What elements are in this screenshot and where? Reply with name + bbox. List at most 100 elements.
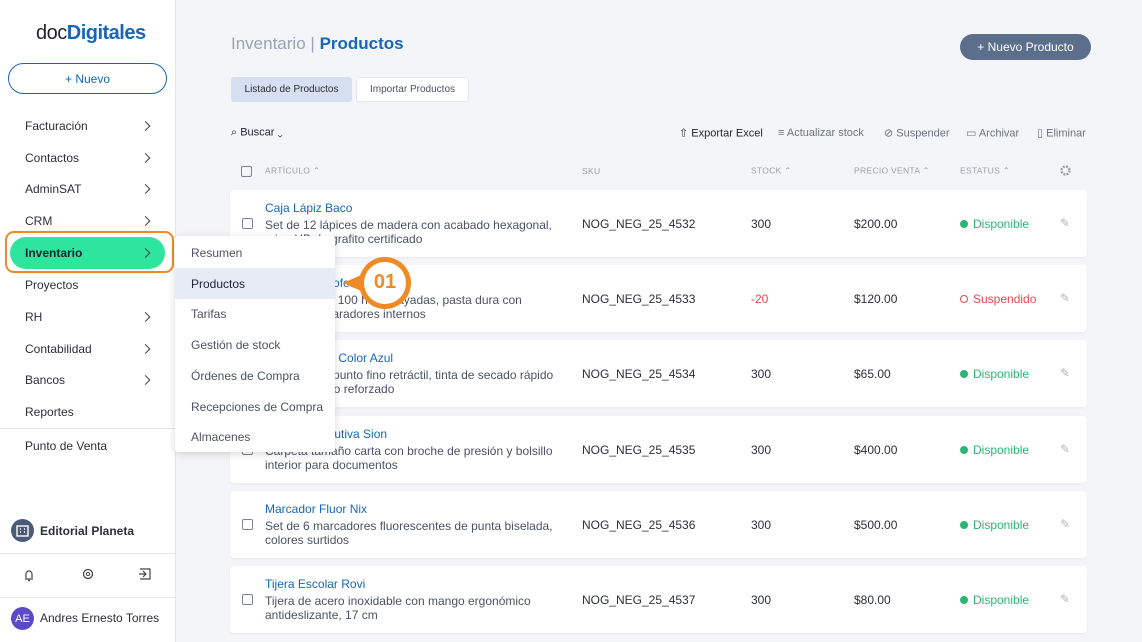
menu-item[interactable]: RH	[25, 310, 43, 324]
breadcrumb-section: Inventario	[231, 34, 306, 53]
new-product-button[interactable]: + Nuevo Producto	[960, 34, 1091, 60]
submenu-item[interactable]: Tarifas	[191, 307, 227, 322]
stock: 300	[751, 217, 772, 231]
status: Suspendido	[960, 292, 1036, 306]
submenu-item[interactable]: Recepciones de Compra	[191, 399, 324, 414]
search[interactable]: ⌕ Buscar ⌄	[231, 126, 283, 139]
status-label: Disponible	[973, 442, 1030, 457]
stock: 300	[751, 442, 772, 457]
column-header: SKU	[582, 166, 600, 176]
table-row: Marcador Fluor Nix Set de 6 marcadores fl…	[230, 490, 1087, 558]
menu-item[interactable]: Bancos	[25, 373, 66, 387]
avatar[interactable]: AE	[11, 607, 34, 630]
price: $400.00	[854, 442, 898, 457]
submenu	[175, 236, 335, 452]
column-header[interactable]: PRECIO VENTA ⌃	[854, 165, 930, 176]
table-row: Tijera Escolar Rovi Tijera de acero inoxi…	[230, 566, 1087, 633]
submenu-item[interactable]: Productos	[191, 276, 246, 291]
toolbar-action[interactable]: ▭ Archivar	[966, 127, 1020, 140]
status-dot	[960, 596, 968, 604]
toolbar-action[interactable]: ⇧ Exportar Excel	[679, 127, 763, 140]
row-checkbox[interactable]	[242, 218, 253, 229]
company-icon	[11, 519, 34, 542]
menu-item[interactable]: AdminSAT	[25, 182, 82, 196]
submenu-item[interactable]: Gestión de stock	[191, 338, 281, 353]
submenu-item[interactable]: Almacenes	[191, 430, 251, 445]
product-name[interactable]: Caja Lápiz Baco	[265, 201, 353, 215]
toolbar-action-label: Eliminar	[1046, 127, 1086, 140]
column-label: PRECIO VENTA	[854, 165, 920, 176]
logo-brand: Digitales	[66, 22, 146, 44]
new-button[interactable]: + Nuevo	[8, 63, 167, 94]
status-dot	[960, 220, 968, 228]
column-header[interactable]: ESTATUS ⌃	[960, 165, 1011, 176]
row-checkbox[interactable]	[242, 518, 253, 530]
settings-icon[interactable]	[1059, 164, 1072, 177]
edit-icon[interactable]: ✎	[1060, 441, 1071, 456]
status: Disponible	[960, 217, 1029, 231]
menu-item[interactable]: Punto de Venta	[25, 439, 108, 453]
menu-item[interactable]: Facturación	[25, 119, 88, 133]
menu-item[interactable]: Contabilidad	[25, 342, 92, 356]
column-header[interactable]: STOCK ⌃	[751, 165, 792, 176]
sku: NOG_NEG_25_4535	[582, 442, 696, 457]
price: $120.00	[854, 292, 898, 307]
column-label: ESTATUS	[960, 165, 1001, 176]
breadcrumb-separator: |	[310, 34, 315, 53]
status: Disponible	[960, 367, 1029, 381]
product-description: Set de 6 marcadores fluorescentes de pun…	[265, 518, 553, 547]
edit-icon[interactable]: ✎	[1060, 516, 1071, 531]
company-name: Editorial Planeta	[40, 524, 135, 538]
row-checkbox[interactable]	[242, 594, 253, 605]
footer-icons	[25, 568, 151, 582]
select-all[interactable]	[241, 166, 252, 177]
chevron-icon	[140, 375, 151, 385]
stock: 300	[751, 593, 772, 607]
toolbar-action[interactable]: ⊘ Suspender	[884, 127, 950, 140]
menu-item[interactable]: CRM	[25, 214, 53, 228]
chevron-icon	[140, 153, 151, 163]
column-header[interactable]: ARTÍCULO ⌃	[265, 165, 321, 176]
toolbar-action-label: Exportar Excel	[691, 127, 763, 140]
product-description: Carpeta tamaño carta con broche de presi…	[265, 443, 553, 472]
chevron-icon	[140, 312, 151, 322]
callout	[343, 257, 411, 309]
chevron-icon	[140, 344, 151, 354]
chevron-icon	[140, 121, 151, 131]
search-label: Buscar	[240, 126, 275, 139]
edit-icon[interactable]: ✎	[1060, 291, 1071, 306]
stock: 300	[751, 517, 772, 532]
tab-active[interactable]: Listado de Productos	[231, 77, 352, 102]
active-pill	[10, 237, 165, 269]
sku: NOG_NEG_25_4533	[582, 292, 696, 307]
toolbar-action[interactable]: ≡ Actualizar stock	[778, 127, 864, 139]
submenu-item[interactable]: Órdenes de Compra	[191, 368, 300, 383]
callout-label: 01	[373, 271, 397, 293]
product-name[interactable]: Marcador Fluor Nix	[265, 501, 368, 516]
status: Disponible	[960, 518, 1029, 532]
tab[interactable]: Importar Productos	[356, 77, 469, 102]
menu-item[interactable]: Reportes	[25, 405, 74, 419]
table-row: Bolígrafo Gel Color AzulBolígrafo de pun…	[230, 340, 1087, 408]
toolbar-action[interactable]: ▯ Eliminar	[1037, 127, 1086, 140]
product-name[interactable]: Tijera Escolar Rovi	[265, 577, 366, 591]
menu-item[interactable]: Proyectos	[25, 278, 79, 292]
menu-item[interactable]: Contactos	[25, 151, 80, 165]
logo-prefix: doc	[36, 22, 67, 44]
column-label: SKU	[582, 166, 601, 176]
edit-icon[interactable]: ✎	[1060, 592, 1071, 606]
menu-item[interactable]: Inventario	[25, 246, 83, 260]
status-dot	[960, 445, 968, 454]
sku: NOG_NEG_25_4537	[582, 593, 696, 607]
status-label: Disponible	[973, 593, 1030, 607]
stock: 300	[751, 367, 772, 382]
sku: NOG_NEG_25_4536	[582, 517, 696, 532]
edit-icon[interactable]: ✎	[1060, 366, 1071, 381]
status-label: Disponible	[973, 217, 1030, 231]
submenu-item[interactable]: Resumen	[191, 246, 243, 260]
sidebar: docDigitales + Nuevo Facturación Contacto…	[0, 0, 176, 642]
user-name: Andres Ernesto Torres	[40, 611, 160, 625]
edit-icon[interactable]: ✎	[1060, 216, 1071, 230]
